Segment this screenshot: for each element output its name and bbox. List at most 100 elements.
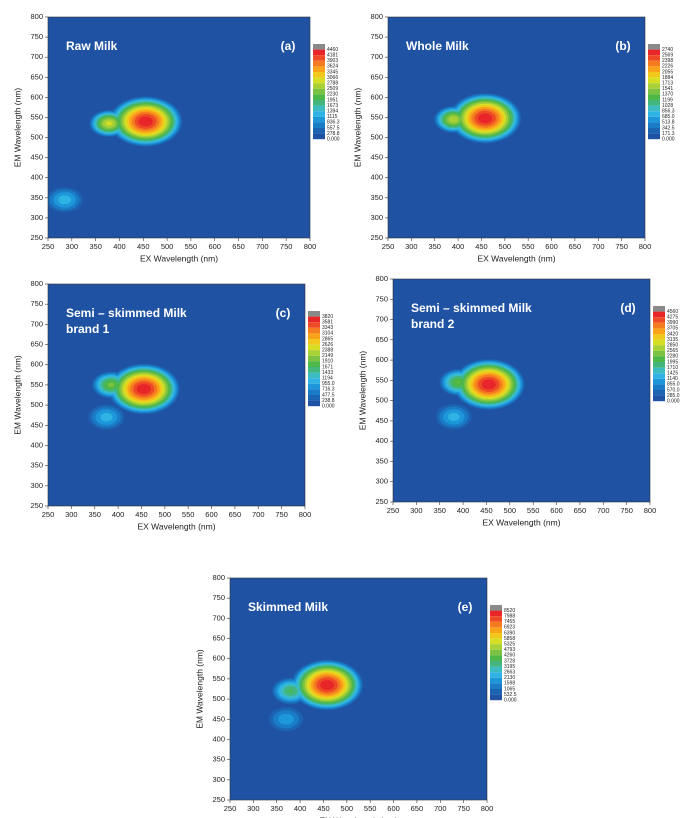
colorbar-label: 4460 (327, 47, 338, 53)
colorbar-label: 1433 (322, 370, 333, 376)
y-tick-label: 550 (30, 112, 43, 121)
x-tick-label: 550 (527, 506, 540, 515)
colorbar-label: 2280 (667, 354, 678, 360)
colorbar-label: 2388 (322, 348, 333, 354)
y-tick-label: 750 (370, 32, 383, 41)
x-tick-label: 250 (224, 804, 237, 813)
colorbar-label: 477.5 (322, 392, 335, 398)
y-tick-label: 300 (375, 477, 388, 486)
colorbar-swatch (653, 362, 665, 368)
x-tick-label: 400 (452, 242, 465, 251)
x-tick-label: 450 (475, 242, 488, 251)
colorbar-swatch (648, 77, 660, 84)
plot-frame (392, 278, 651, 503)
colorbar-swatch (313, 72, 325, 78)
x-tick-label: 750 (457, 804, 470, 813)
x-tick-label: 650 (411, 804, 424, 813)
colorbar-label: 342.5 (662, 125, 675, 131)
y-tick-label: 600 (212, 654, 225, 663)
colorbar-swatch (313, 83, 325, 89)
y-tick-label: 500 (212, 694, 225, 703)
y-tick-label: 400 (30, 440, 43, 449)
y-tick-label: 450 (212, 714, 225, 723)
y-tick-label: 650 (30, 72, 43, 81)
colorbar-label: 570.0 (667, 387, 680, 393)
y-tick-label: 500 (30, 133, 43, 142)
y-axis-label: EM Wavelength (nm) (12, 88, 22, 168)
y-axis-label: EM Wavelength (nm) (357, 351, 367, 431)
y-tick-label: 650 (212, 634, 225, 643)
colorbar-label: 532.5 (504, 692, 517, 698)
colorbar-label: 3624 (327, 64, 338, 70)
x-tick-label: 800 (644, 506, 657, 515)
colorbar-swatch (308, 372, 320, 379)
x-tick-label: 550 (364, 804, 377, 813)
colorbar-swatch (313, 122, 325, 128)
colorbar-swatch (313, 77, 325, 84)
x-tick-label: 500 (504, 506, 517, 515)
x-tick-label: 300 (405, 242, 418, 251)
colorbar-swatch (490, 616, 502, 622)
colorbar-label: 4181 (327, 53, 338, 59)
x-tick-label: 350 (270, 804, 283, 813)
colorbar-label: 4275 (667, 315, 678, 321)
x-tick-label: 600 (208, 242, 221, 251)
y-tick-label: 350 (30, 461, 43, 470)
x-tick-label: 750 (615, 242, 628, 251)
y-tick-label: 650 (30, 340, 43, 349)
colorbar-swatch (313, 105, 325, 112)
x-tick-label: 500 (341, 804, 354, 813)
colorbar-swatch (308, 355, 320, 362)
colorbar-label: 685.0 (662, 114, 675, 120)
colorbar-swatch (313, 133, 325, 140)
panel: 250 300 350 400 450 500 550 600 650 700 750 800 250 3… (357, 274, 679, 527)
colorbar-swatch (648, 88, 660, 95)
y-tick-label: 250 (30, 233, 43, 242)
colorbar-label: 0.000 (327, 137, 340, 143)
colorbar-label: 2149 (322, 353, 333, 359)
colorbar-swatch (653, 317, 665, 323)
colorbar-swatch (490, 694, 502, 701)
colorbar-label: 1713 (662, 81, 673, 87)
y-tick-label: 450 (375, 416, 388, 425)
y-axis-label: EM Wavelength (nm) (352, 88, 362, 168)
contour-region (100, 412, 113, 422)
y-tick-label: 600 (30, 92, 43, 101)
colorbar-swatch (653, 384, 665, 390)
y-tick-label: 800 (375, 274, 388, 283)
colorbar-label: 1710 (667, 365, 678, 371)
colorbar-label: 1028 (662, 103, 673, 109)
y-tick-label: 300 (30, 213, 43, 222)
y-tick-label: 350 (212, 755, 225, 764)
colorbar-label: 3195 (504, 664, 515, 670)
y-tick-label: 700 (370, 52, 383, 61)
colorbar-swatch (653, 378, 665, 385)
colorbar-label: 1370 (662, 92, 673, 98)
y-tick-label: 750 (30, 32, 43, 41)
y-tick-label: 250 (375, 497, 388, 506)
colorbar-swatch (648, 60, 660, 67)
x-tick-label: 800 (481, 804, 494, 813)
colorbar-swatch (308, 311, 320, 317)
y-tick-label: 500 (375, 396, 388, 405)
x-tick-label: 350 (433, 506, 446, 515)
panel-letter: (e) (458, 600, 473, 614)
y-axis-label: EM Wavelength (nm) (12, 355, 22, 435)
x-axis-label: EX Wavelength (nm) (482, 517, 560, 527)
y-tick-label: 300 (370, 213, 383, 222)
colorbar-label: 0.000 (322, 404, 335, 410)
y-tick-label: 450 (30, 420, 43, 429)
colorbar-label: 5325 (504, 642, 515, 648)
x-tick-label: 650 (574, 506, 587, 515)
y-tick-label: 300 (30, 481, 43, 490)
colorbar-label: 836.3 (327, 120, 340, 126)
panel-title: Semi – skimmed Milk (66, 306, 187, 320)
contours (48, 96, 183, 213)
x-tick-label: 800 (304, 242, 317, 251)
y-tick-label: 550 (370, 112, 383, 121)
colorbar-swatch (313, 60, 325, 67)
colorbar-label: 0.000 (504, 698, 517, 704)
contour-region (288, 689, 293, 693)
colorbar-label: 2788 (327, 81, 338, 87)
colorbar-label: 1140 (667, 376, 678, 382)
